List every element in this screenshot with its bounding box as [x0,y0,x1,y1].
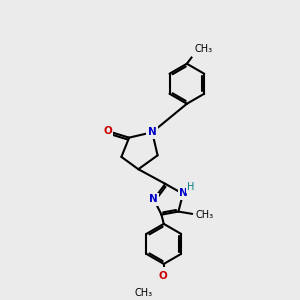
Text: CH₃: CH₃ [195,210,214,220]
Text: N: N [148,127,157,137]
Text: CH₃: CH₃ [135,288,153,298]
Text: N: N [148,194,158,204]
Text: O: O [159,271,167,281]
Text: H: H [187,182,194,192]
Text: O: O [103,127,112,136]
Text: CH₃: CH₃ [195,44,213,55]
Text: N: N [179,188,188,198]
